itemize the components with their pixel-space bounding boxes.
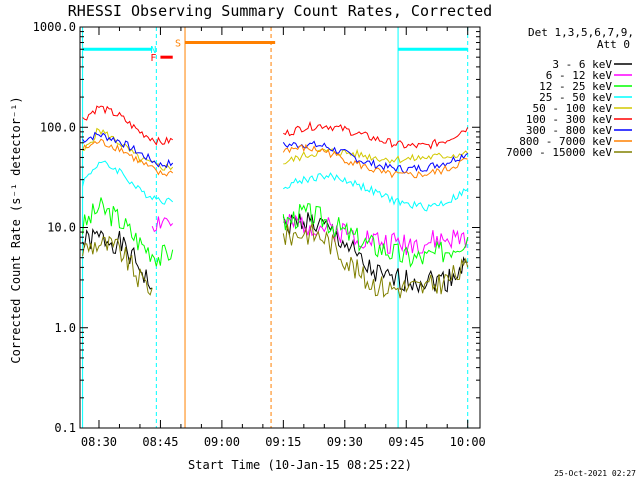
legend-label-3-6-kev: 3 - 6 keV (552, 58, 612, 71)
x-axis-label: Start Time (10-Jan-15 08:25:22) (188, 458, 412, 472)
x-tick-label: 09:45 (388, 435, 424, 449)
legend-label-25-50-kev: 25 - 50 keV (539, 91, 612, 104)
series-line-6-12-kev (151, 216, 174, 233)
series-line-12-25-kev (282, 203, 469, 268)
series-line-50-100-kev (82, 127, 174, 171)
x-tick-label: 08:30 (81, 435, 117, 449)
x-tick-label: 09:15 (265, 435, 301, 449)
y-tick-label: 1000.0 (33, 20, 76, 34)
legend-label-100-300-kev: 100 - 300 keV (526, 113, 612, 126)
series-line-800-7000-kev (282, 143, 468, 179)
legend-header-line-1: Det 1,3,5,6,7,9, (528, 26, 634, 39)
generation-timestamp: 25-Oct-2021 02:27 (554, 469, 636, 478)
series-line-800-7000-kev (82, 138, 174, 177)
series-line-3-6-kev (82, 228, 153, 290)
y-tick-label: 1.0 (54, 321, 76, 335)
series-line-7000-15000-kev (282, 223, 469, 299)
series-line-100-300-kev (283, 120, 469, 150)
series-line-3-6-kev (282, 212, 468, 294)
y-axis-label: Corrected Count Rate (s⁻¹ detector⁻¹) (9, 96, 23, 363)
legend-label-800-7000-kev: 800 - 7000 keV (519, 135, 612, 148)
x-tick-label: 09:00 (204, 435, 240, 449)
series-line-50-100-kev (283, 148, 469, 165)
y-tick-label: 0.1 (54, 421, 76, 435)
series-line-25-50-kev (283, 172, 468, 212)
chart-title: RHESSI Observing Summary Count Rates, Co… (68, 2, 492, 20)
legend-label-12-25-kev: 12 - 25 keV (539, 80, 612, 93)
legend-label-6-12-kev: 6 - 12 keV (546, 69, 613, 82)
series-line-300-800-kev (82, 131, 174, 169)
series-line-7000-15000-kev (82, 235, 153, 296)
series-line-12-25-kev (82, 197, 174, 267)
legend-label-7000-15000-kev: 7000 - 15000 keV (506, 146, 612, 159)
y-tick-label: 100.0 (40, 120, 76, 134)
flag-label-n: N (150, 45, 156, 56)
y-tick-label: 10.0 (47, 221, 76, 235)
plot-frame (79, 26, 481, 429)
series-line-6-12-kev (282, 214, 469, 256)
x-tick-label: 08:45 (142, 435, 178, 449)
series-line-100-300-kev (82, 105, 173, 146)
flag-label-f: F (150, 53, 156, 64)
legend-header-line-2: Att 0 (597, 38, 630, 51)
flag-label-s: S (175, 39, 181, 50)
x-tick-label: 10:00 (450, 435, 486, 449)
legend-label-300-800-kev: 300 - 800 keV (526, 124, 612, 137)
x-tick-label: 09:30 (327, 435, 363, 449)
legend-label-50-100-kev: 50 - 100 keV (533, 102, 613, 115)
series-line-25-50-kev (82, 160, 174, 205)
